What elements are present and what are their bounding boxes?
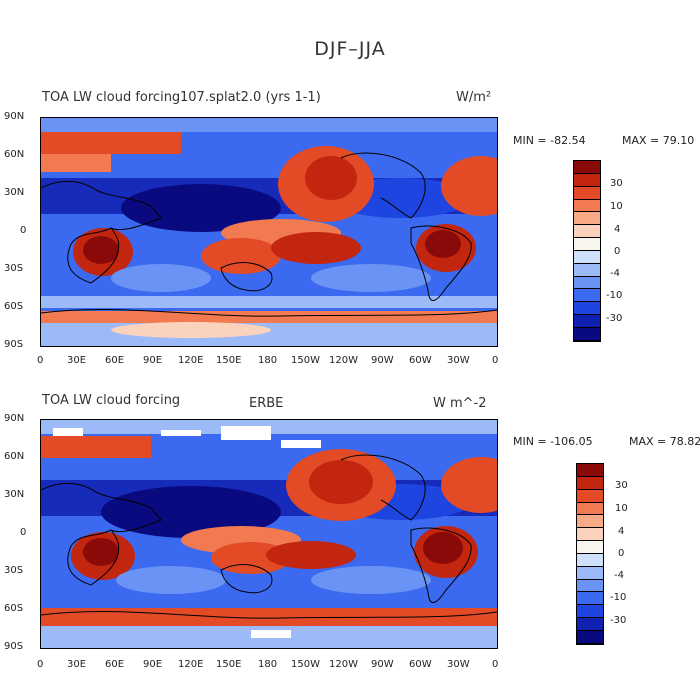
colorbar-cell	[577, 592, 603, 606]
lon-label: 0	[492, 355, 499, 366]
colorbar-cell	[577, 618, 603, 631]
colorbar-label: -10	[606, 290, 623, 301]
lat-label: 60S	[4, 301, 24, 312]
colorbar-cell	[577, 541, 603, 554]
lon-label: 30W	[447, 355, 470, 366]
colorbar-cell	[577, 579, 603, 593]
lon-label: 30E	[67, 355, 87, 366]
lat-label: 30S	[4, 263, 24, 274]
map-top	[40, 117, 498, 347]
colorbar-cell	[577, 515, 603, 529]
colorbar-cell	[574, 173, 600, 187]
lon-label: 60E	[105, 355, 125, 366]
colorbar-label: 4	[614, 224, 621, 235]
colorbar-label: -10	[610, 592, 627, 603]
colorbar-label: 30	[610, 178, 623, 189]
lon-label: 150E	[216, 659, 242, 670]
lon-label: 90E	[143, 355, 163, 366]
lon-label: 180	[258, 659, 278, 670]
map-top-field	[41, 118, 497, 346]
colorbar-cell	[574, 263, 600, 277]
panel-bottom-min: MIN = -106.05	[513, 435, 593, 448]
colorbar-cell	[574, 212, 600, 226]
colorbar-cell	[577, 489, 603, 503]
lat-label: 90N	[4, 413, 25, 424]
panel-top-variable: TOA LW cloud forcing	[42, 90, 181, 105]
colorbar-cell	[574, 238, 600, 251]
colorbar-cell	[574, 225, 600, 239]
lon-label: 150E	[216, 355, 242, 366]
figure-title: DJF–JJA	[314, 38, 386, 60]
lon-label: 120E	[178, 355, 204, 366]
lon-label: 90W	[371, 659, 394, 670]
lon-label: 30W	[447, 659, 470, 670]
colorbar-label: 30	[615, 480, 628, 491]
colorbar-cell	[577, 566, 603, 580]
colorbar-cell	[577, 553, 603, 567]
colorbar-cell	[577, 502, 603, 516]
lat-label: 60N	[4, 451, 25, 462]
colorbar-cell	[577, 630, 603, 644]
lon-label: 60E	[105, 659, 125, 670]
lon-label: 90W	[371, 355, 394, 366]
colorbar-label: -30	[610, 615, 627, 626]
lat-label: 0	[20, 527, 27, 538]
panel-bottom-max: MAX = 78.82	[629, 435, 700, 448]
lon-label: 120W	[329, 355, 358, 366]
lat-label: 60N	[4, 149, 25, 160]
lon-label: 150W	[291, 659, 320, 670]
lon-label: 0	[492, 659, 499, 670]
lon-label: 150W	[291, 355, 320, 366]
colorbar-label: 0	[618, 548, 625, 559]
panel-top-min: MIN = -82.54	[513, 134, 586, 147]
panel-top-source: 107.splat2.0 (yrs 1-1)	[180, 90, 321, 105]
lat-label: 30N	[4, 187, 25, 198]
lon-label: 60W	[409, 659, 432, 670]
colorbar-label: -4	[614, 570, 624, 581]
lon-label: 120E	[178, 659, 204, 670]
colorbar-cell	[574, 276, 600, 290]
colorbar-cell	[577, 464, 603, 477]
colorbar-label: 10	[615, 503, 628, 514]
colorbar-cell	[574, 289, 600, 303]
lon-label: 90E	[143, 659, 163, 670]
lon-label: 0	[37, 355, 44, 366]
lat-label: 90S	[4, 339, 24, 350]
colorbar-label: 0	[614, 246, 621, 257]
lon-label: 30E	[67, 659, 87, 670]
lon-label: 120W	[329, 659, 358, 670]
colorbar-cell	[574, 302, 600, 316]
lon-label: 180	[258, 355, 278, 366]
colorbar-cell	[574, 199, 600, 213]
lat-label: 90S	[4, 641, 24, 652]
panel-top-units: W/m²	[456, 90, 492, 105]
colorbar-label: -30	[606, 313, 623, 324]
panel-bottom-variable: TOA LW cloud forcing	[42, 393, 181, 408]
colorbar-label: 10	[610, 201, 623, 212]
colorbar-label: -4	[610, 268, 620, 279]
colorbar-bottom	[576, 463, 604, 645]
map-bottom-field	[41, 420, 497, 648]
lat-label: 90N	[4, 111, 25, 122]
colorbar-top	[573, 160, 601, 342]
map-bottom	[40, 419, 498, 649]
panel-top-max: MAX = 79.10	[622, 134, 695, 147]
lat-label: 30S	[4, 565, 24, 576]
colorbar-cell	[574, 250, 600, 264]
lat-label: 30N	[4, 489, 25, 500]
colorbar-cell	[577, 476, 603, 490]
colorbar-cell	[577, 605, 603, 619]
colorbar-cell	[574, 327, 600, 341]
lon-label: 60W	[409, 355, 432, 366]
panel-bottom-source: ERBE	[249, 396, 284, 411]
colorbar-cell	[577, 528, 603, 542]
lon-label: 0	[37, 659, 44, 670]
colorbar-cell	[574, 186, 600, 200]
colorbar-label: 4	[618, 526, 625, 537]
colorbar-cell	[574, 315, 600, 328]
colorbar-cell	[574, 161, 600, 174]
panel-bottom-units: W m^-2	[433, 396, 487, 411]
lat-label: 60S	[4, 603, 24, 614]
lat-label: 0	[20, 225, 27, 236]
